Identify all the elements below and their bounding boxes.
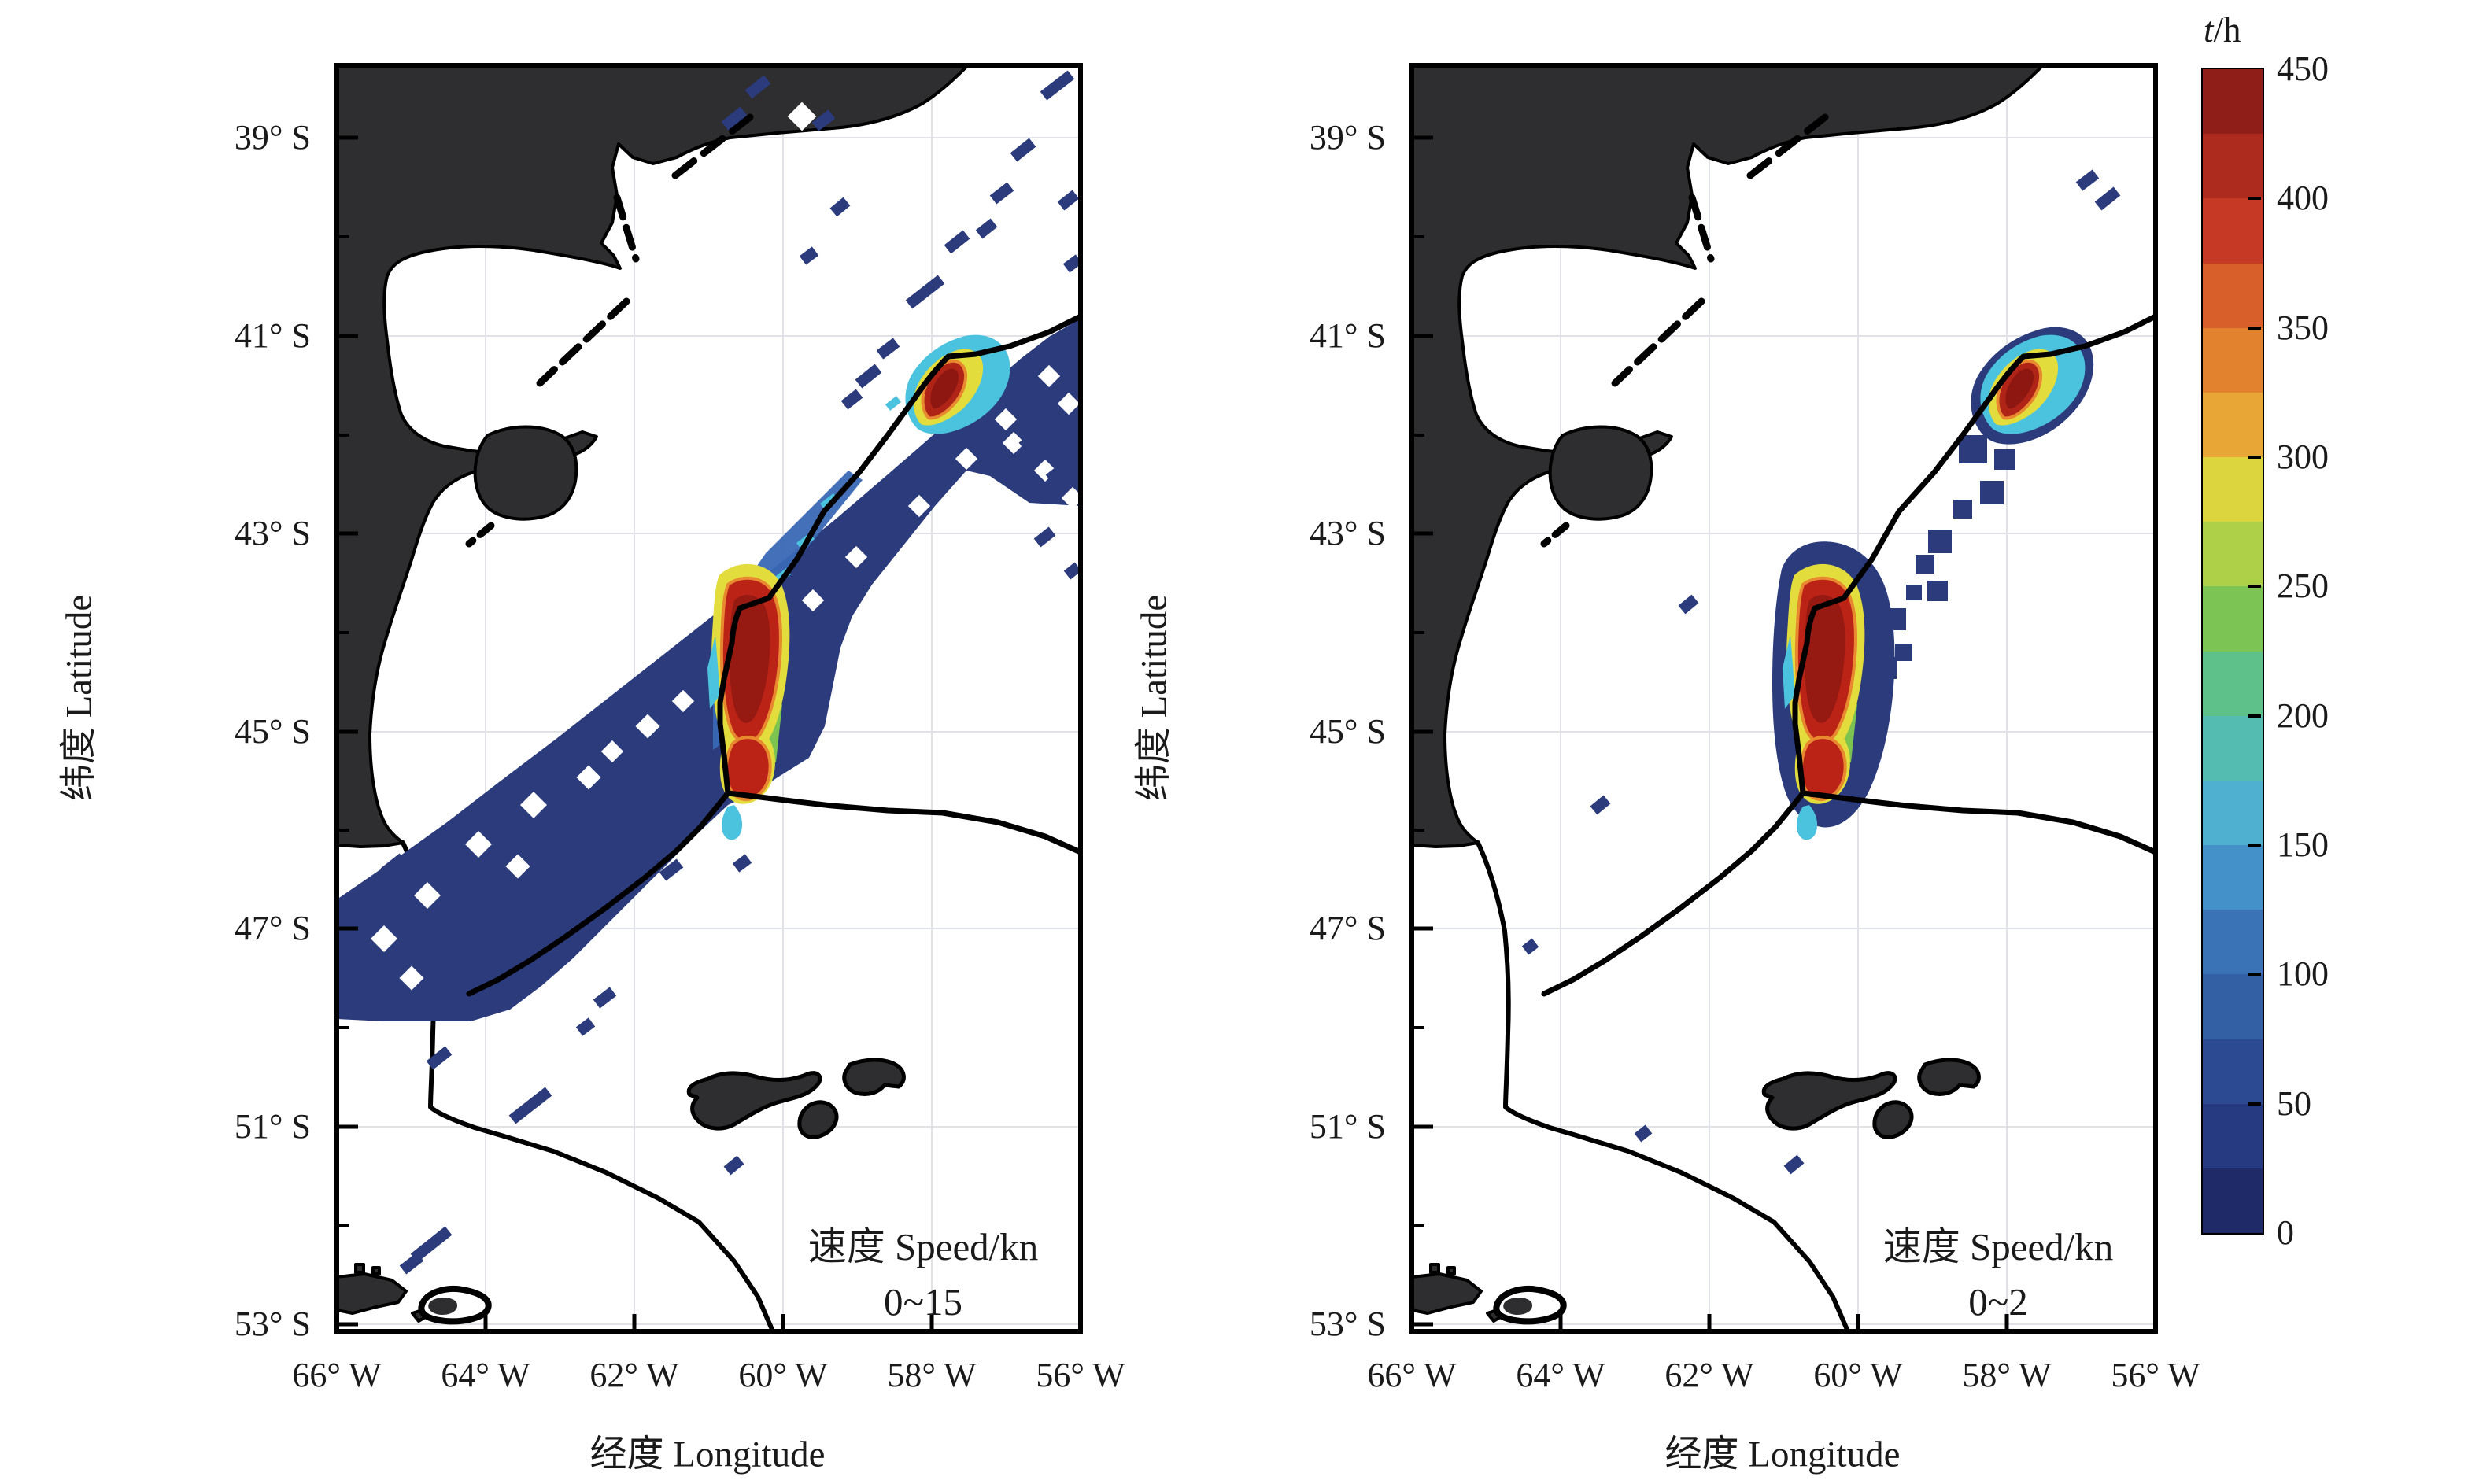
colorbar-label: 250 — [2277, 567, 2329, 605]
annotation-speed-label: 速度 Speed/kn — [1882, 1225, 2114, 1268]
lat-label: 51° S — [1309, 1107, 1386, 1146]
colorbar-segment — [2203, 457, 2263, 522]
colorbar-label: 200 — [2277, 696, 2329, 735]
colorbar-tick — [2248, 327, 2261, 330]
lon-label: 62° W — [1664, 1356, 1754, 1394]
axis-ticks — [1412, 135, 2009, 1331]
colorbar-tick — [2248, 714, 2261, 718]
annotation-speed-right: 速度 Speed/kn 0~2 — [1778, 1220, 2219, 1330]
lat-label: 53° S — [234, 1305, 311, 1343]
colorbar-tick — [2248, 844, 2261, 847]
annotation-speed-range: 0~2 — [1968, 1280, 2028, 1323]
colorbar-segment — [2203, 651, 2263, 716]
lat-label: 43° S — [1309, 514, 1386, 552]
lat-label: 47° S — [234, 909, 311, 947]
annotation-speed-range: 0~15 — [883, 1280, 962, 1323]
annotation-speed-label: 速度 Speed/kn — [807, 1225, 1039, 1268]
colorbar-title-symbol: t — [2204, 10, 2214, 50]
panel-speed-0-15 — [334, 63, 1083, 1334]
colorbar-tick — [2248, 973, 2261, 976]
lon-label: 58° W — [887, 1356, 977, 1394]
colorbar-segment — [2203, 327, 2263, 393]
x-axis-title-right: 经度 Longitude — [1664, 1434, 1901, 1475]
lat-label: 45° S — [1309, 712, 1386, 751]
y-axis-title-left: 纬度 Latitude — [58, 594, 100, 802]
lat-label: 47° S — [1309, 909, 1386, 947]
panel-speed-0-2 — [1409, 63, 2158, 1334]
lon-label: 56° W — [2111, 1356, 2200, 1394]
colorbar-segment — [2203, 198, 2263, 264]
colorbar-label: 150 — [2277, 825, 2329, 864]
colorbar-label: 450 — [2277, 50, 2329, 88]
lat-label: 51° S — [234, 1107, 311, 1146]
lat-label: 45° S — [234, 712, 311, 751]
colorbar-segment — [2203, 845, 2263, 910]
lat-label: 39° S — [1309, 118, 1386, 157]
lat-label: 41° S — [1309, 316, 1386, 355]
colorbar-segment — [2203, 392, 2263, 458]
colorbar — [2201, 68, 2264, 1235]
lon-label: 62° W — [589, 1356, 679, 1394]
colorbar-tick — [2248, 585, 2261, 588]
colorbar-tick — [2248, 456, 2261, 459]
colorbar-segment — [2203, 974, 2263, 1039]
colorbar-segment — [2203, 263, 2263, 328]
map-speed-0-15 — [337, 65, 1081, 1331]
lon-label: 56° W — [1036, 1356, 1125, 1394]
colorbar-segment — [2203, 1039, 2263, 1104]
colorbar-label: 50 — [2277, 1084, 2311, 1123]
colorbar-label: 100 — [2277, 954, 2329, 993]
y-axis-title-right: 纬度 Latitude — [1133, 594, 1175, 802]
lon-label: 58° W — [1962, 1356, 2052, 1394]
lat-label: 41° S — [234, 316, 311, 355]
axis-ticks — [337, 135, 934, 1331]
colorbar-segment — [2203, 69, 2263, 135]
colorbar-title-units: /h — [2213, 10, 2241, 50]
x-axis-title-left: 经度 Longitude — [589, 1434, 826, 1475]
lon-label: 66° W — [292, 1356, 382, 1394]
colorbar-segment — [2203, 715, 2263, 781]
colorbar-segment — [2203, 522, 2263, 587]
colorbar-segment — [2203, 586, 2263, 652]
lon-label: 64° W — [441, 1356, 530, 1394]
lat-label: 39° S — [234, 118, 311, 157]
colorbar-label: 350 — [2277, 308, 2329, 347]
map-speed-0-2 — [1412, 65, 2156, 1331]
colorbar-tick — [2248, 197, 2261, 200]
colorbar-label: 400 — [2277, 179, 2329, 217]
lon-label: 66° W — [1367, 1356, 1457, 1394]
lon-label: 60° W — [738, 1356, 828, 1394]
colorbar-title: t/h — [2204, 9, 2241, 50]
colorbar-segment — [2203, 910, 2263, 975]
colorbar-segment — [2203, 134, 2263, 199]
colorbar-segment — [2203, 1168, 2263, 1234]
annotation-speed-left: 速度 Speed/kn 0~15 — [703, 1220, 1143, 1330]
colorbar-label: 300 — [2277, 437, 2329, 476]
colorbar-segment — [2203, 1103, 2263, 1168]
lat-label: 43° S — [234, 514, 311, 552]
colorbar-label: 0 — [2277, 1213, 2294, 1252]
colorbar-segment — [2203, 780, 2263, 846]
lat-label: 53° S — [1309, 1305, 1386, 1343]
lon-label: 60° W — [1813, 1356, 1903, 1394]
lon-label: 64° W — [1516, 1356, 1605, 1394]
colorbar-tick — [2248, 1102, 2261, 1106]
track-speckles-0-15 — [380, 70, 1081, 1275]
